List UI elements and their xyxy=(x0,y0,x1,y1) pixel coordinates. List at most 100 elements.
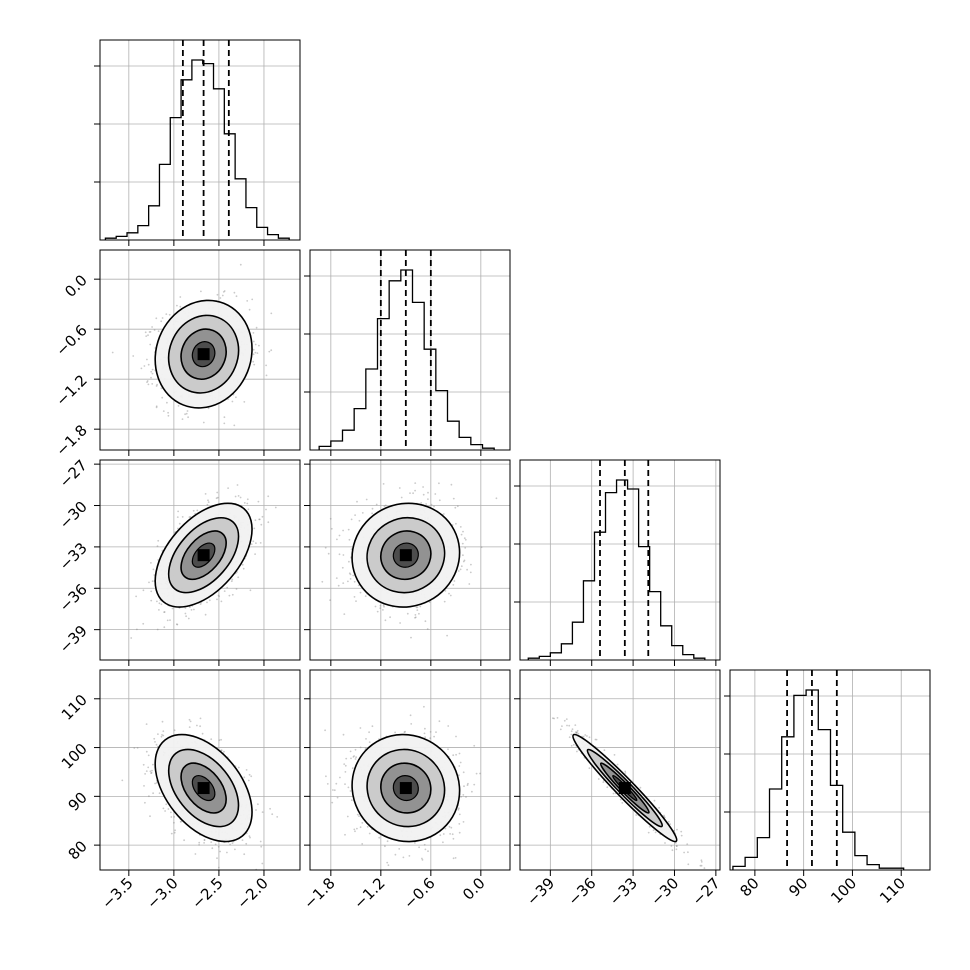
sample-point xyxy=(165,313,168,315)
sample-point xyxy=(414,616,416,619)
sample-point xyxy=(223,416,226,419)
hist-bar xyxy=(770,789,782,870)
hist-bar xyxy=(149,206,160,240)
sample-point xyxy=(420,502,423,504)
sample-point xyxy=(358,815,360,817)
sample-point xyxy=(136,628,138,631)
sample-point xyxy=(231,593,234,596)
hist-bar xyxy=(192,60,203,240)
sample-point xyxy=(426,628,429,630)
sample-point xyxy=(416,606,419,609)
sample-point xyxy=(147,754,150,757)
sample-point xyxy=(464,538,467,541)
sample-point xyxy=(162,410,165,412)
hist-panel-2 xyxy=(519,459,721,661)
sample-point xyxy=(261,515,264,518)
sample-point xyxy=(452,584,455,586)
hist-bar xyxy=(246,208,257,240)
panel-frame xyxy=(99,669,301,871)
sample-point xyxy=(156,600,158,603)
sample-point xyxy=(250,543,253,545)
sample-point xyxy=(235,588,238,590)
sample-point xyxy=(223,750,225,753)
sample-point xyxy=(206,503,209,506)
sample-point xyxy=(414,489,416,492)
hist-bar xyxy=(855,856,867,870)
sample-point xyxy=(269,807,271,810)
sample-point xyxy=(324,546,327,549)
sample-point xyxy=(168,462,170,464)
hist-bar xyxy=(268,235,279,240)
sample-point xyxy=(160,387,163,390)
sample-point xyxy=(243,776,246,779)
sample-point xyxy=(188,516,191,518)
sample-point xyxy=(181,516,184,518)
sample-point xyxy=(237,576,240,579)
sample-point xyxy=(342,582,345,584)
sample-point xyxy=(154,741,156,743)
sample-point xyxy=(430,503,433,506)
sample-point xyxy=(249,836,251,839)
sample-point xyxy=(217,845,220,848)
sample-point xyxy=(335,577,338,579)
sample-point xyxy=(133,747,136,749)
sample-point xyxy=(270,312,273,315)
sample-point xyxy=(259,542,262,544)
sample-point xyxy=(352,574,355,577)
sample-point xyxy=(196,509,199,512)
sample-point xyxy=(354,830,356,833)
sample-point xyxy=(449,594,452,597)
sample-point xyxy=(348,572,351,575)
sample-point xyxy=(239,263,242,266)
sample-point xyxy=(174,829,177,832)
sample-point xyxy=(394,731,396,734)
sample-point xyxy=(423,705,425,708)
hist-bar xyxy=(224,134,235,240)
sample-point xyxy=(348,538,351,541)
hist-bar xyxy=(354,409,366,450)
sample-point xyxy=(253,527,256,530)
sample-point xyxy=(408,855,411,857)
sample-point xyxy=(177,405,180,407)
sample-point xyxy=(412,492,414,495)
sample-point xyxy=(258,344,260,347)
sample-point xyxy=(163,611,166,613)
sample-point xyxy=(383,605,385,608)
sample-point xyxy=(365,498,368,501)
sample-point xyxy=(462,530,464,533)
sample-point xyxy=(254,351,257,354)
sample-point xyxy=(167,411,170,414)
sample-point xyxy=(321,580,324,583)
sample-point xyxy=(143,785,145,787)
sample-point xyxy=(457,570,460,572)
sample-point xyxy=(208,599,211,602)
sample-point xyxy=(235,295,238,298)
sample-point xyxy=(371,507,374,510)
sample-point xyxy=(198,841,201,844)
sample-point xyxy=(480,546,483,549)
sample-point xyxy=(162,807,165,810)
sample-point xyxy=(448,592,450,595)
sample-point xyxy=(443,600,446,603)
sample-point xyxy=(356,827,358,830)
sample-point xyxy=(434,493,437,495)
sample-point xyxy=(157,539,160,542)
sample-point xyxy=(252,353,255,356)
sample-point xyxy=(361,512,364,514)
sample-point xyxy=(460,565,463,568)
sample-point xyxy=(250,775,253,778)
sample-point xyxy=(143,365,146,367)
sample-point xyxy=(382,609,384,611)
sample-point xyxy=(153,737,156,740)
sample-point xyxy=(245,842,248,845)
sample-point xyxy=(453,580,456,582)
hist-bar xyxy=(661,626,672,660)
sample-point xyxy=(239,496,242,499)
sample-point xyxy=(243,853,246,856)
sample-point xyxy=(173,531,176,534)
sample-point xyxy=(145,335,148,337)
sample-point xyxy=(359,591,362,594)
sample-point xyxy=(142,763,145,766)
sample-point xyxy=(203,842,206,844)
sample-point xyxy=(255,809,257,811)
